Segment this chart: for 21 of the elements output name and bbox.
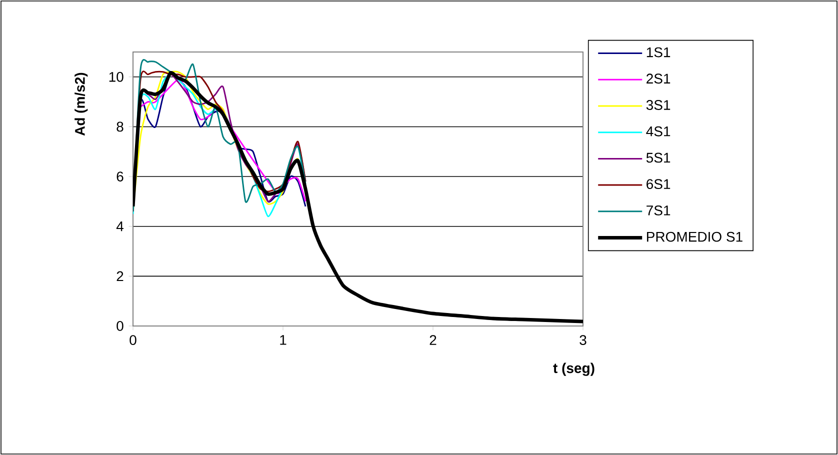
y-tick-label: 4 — [116, 222, 124, 232]
y-tick-label: 2 — [116, 271, 124, 282]
legend-label: 4S1 — [646, 126, 670, 136]
legend-label: PROMEDIO S1 — [647, 232, 742, 242]
legend-label: 2S1 — [646, 74, 670, 84]
x-tick-label: 0 — [130, 335, 136, 346]
x-axis-title: t (seg) — [553, 362, 594, 376]
y-tick-label: 0 — [116, 321, 124, 331]
x-tick-label: 3 — [580, 335, 586, 346]
y-tick-label: 6 — [116, 172, 124, 182]
y-tick-label: 10 — [109, 72, 124, 82]
x-tick-label: 2 — [430, 335, 436, 345]
legend-label: 1S1 — [646, 47, 670, 58]
y-tick-label: 8 — [116, 122, 124, 132]
line-series — [133, 71, 584, 324]
x-tick-label: 1 — [280, 335, 286, 345]
y-axis-title: Ad (m/s2) — [74, 72, 88, 136]
legend-label: 6S1 — [646, 179, 670, 190]
legend-label: 3S1 — [646, 100, 670, 110]
legend-label: 5S1 — [646, 152, 670, 163]
legend-label: 7S1 — [646, 205, 670, 216]
